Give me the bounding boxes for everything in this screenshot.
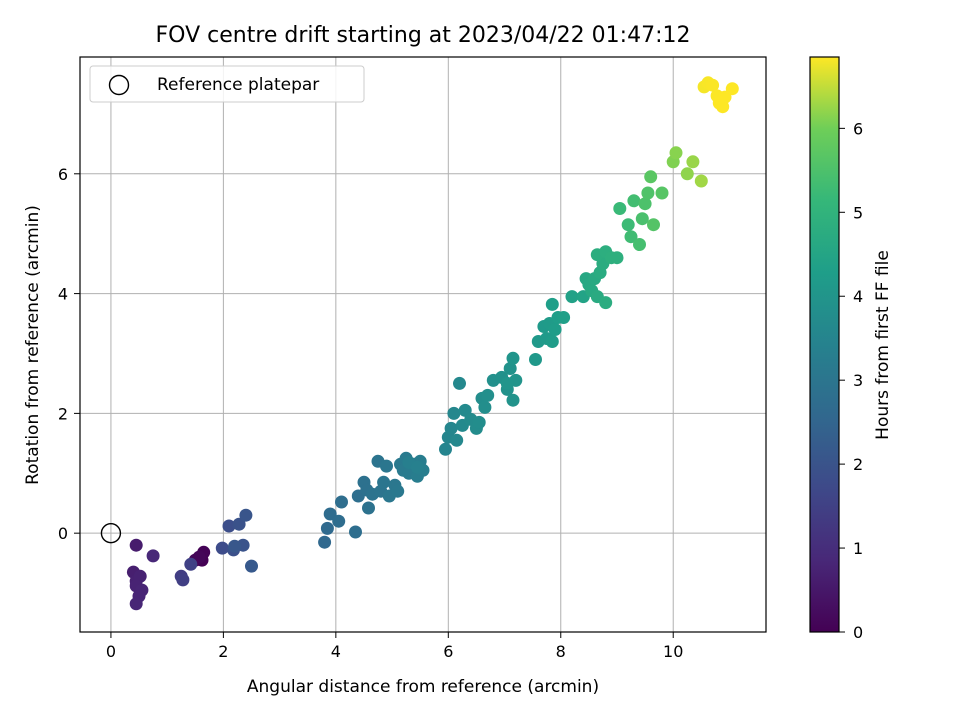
data-point xyxy=(447,406,461,420)
chart-title: FOV centre drift starting at 2023/04/22 … xyxy=(156,23,691,48)
x-tick-label: 6 xyxy=(443,642,453,661)
data-point xyxy=(655,186,669,200)
y-axis-ticks: 0 2 4 6 xyxy=(58,165,80,543)
x-tick-label: 4 xyxy=(331,642,341,661)
colorbar-tick-label: 3 xyxy=(853,371,863,390)
legend-marker-icon xyxy=(108,74,130,96)
colorbar-tick-label: 0 xyxy=(853,623,863,642)
data-point xyxy=(332,514,346,528)
colorbar-label: Hours from first FF file xyxy=(873,250,893,440)
data-point xyxy=(718,90,732,104)
colorbar-tick-label: 1 xyxy=(853,539,863,558)
data-point xyxy=(635,212,649,226)
colorbar: 0 1 2 3 4 5 6 Hours from first FF file xyxy=(809,56,893,642)
data-point xyxy=(545,335,559,348)
data-point xyxy=(565,290,579,304)
data-point xyxy=(627,194,641,208)
data-point xyxy=(503,362,517,375)
colorbar-tick-label: 6 xyxy=(853,119,863,138)
data-point xyxy=(380,459,393,473)
data-point xyxy=(146,549,160,563)
x-axis-label: Angular distance from reference (arcmin) xyxy=(247,677,599,697)
data-point xyxy=(439,442,452,456)
colorbar-ticks: 0 1 2 3 4 5 6 xyxy=(839,119,863,642)
data-point xyxy=(644,170,658,184)
data-point xyxy=(320,521,334,535)
x-tick-label: 8 xyxy=(556,642,566,661)
data-point xyxy=(129,538,143,552)
data-point xyxy=(478,400,492,414)
data-point xyxy=(529,353,542,366)
data-point xyxy=(680,167,694,181)
data-point xyxy=(444,421,458,435)
legend: Reference platepar xyxy=(89,65,365,103)
y-tick-label: 4 xyxy=(58,285,68,304)
data-point xyxy=(500,376,514,390)
colorbar-tick-label: 2 xyxy=(853,455,863,474)
colorbar-tick-label: 5 xyxy=(853,203,863,222)
data-point xyxy=(641,186,655,200)
data-point xyxy=(362,501,375,515)
y-tick-label: 6 xyxy=(58,165,68,184)
data-point xyxy=(638,197,652,211)
data-point xyxy=(669,146,683,160)
data-point xyxy=(323,507,337,521)
data-point xyxy=(335,495,348,509)
x-tick-label: 2 xyxy=(218,642,228,661)
data-point xyxy=(450,433,464,447)
data-point xyxy=(506,393,520,407)
data-point xyxy=(694,174,708,188)
data-point xyxy=(706,78,720,92)
data-point xyxy=(624,230,638,244)
y-axis-label: Rotation from reference (arcmin) xyxy=(23,205,43,485)
reference-marker xyxy=(100,522,122,544)
data-point xyxy=(232,517,246,531)
data-point xyxy=(545,297,559,311)
legend-entry-label: Reference platepar xyxy=(157,75,319,95)
data-point xyxy=(472,415,486,429)
data-point xyxy=(245,559,258,573)
data-point xyxy=(453,376,466,390)
data-point xyxy=(129,597,143,611)
colorbar-tick-label: 4 xyxy=(853,287,863,306)
data-point xyxy=(610,251,624,265)
data-point xyxy=(391,484,405,498)
data-point xyxy=(686,155,700,169)
data-point xyxy=(557,311,571,324)
data-point xyxy=(633,238,646,251)
grid xyxy=(80,57,766,632)
data-points xyxy=(126,76,739,611)
data-point xyxy=(410,460,424,474)
data-point xyxy=(222,519,236,533)
colorbar-frame xyxy=(809,56,840,633)
data-point xyxy=(184,557,198,571)
plot-frame xyxy=(79,56,767,633)
data-point xyxy=(228,539,242,553)
data-point xyxy=(647,218,660,232)
legend-box xyxy=(89,65,365,103)
data-point xyxy=(239,508,253,522)
colorbar-gradient xyxy=(810,57,839,632)
data-point xyxy=(318,535,332,549)
data-point xyxy=(548,323,562,336)
data-point xyxy=(481,388,495,402)
data-point xyxy=(349,525,362,539)
data-point xyxy=(215,541,229,555)
x-axis-ticks: 0 2 4 6 8 10 xyxy=(106,632,683,661)
data-point xyxy=(725,82,739,96)
x-tick-label: 0 xyxy=(106,642,116,661)
x-tick-label: 10 xyxy=(663,642,683,661)
data-point xyxy=(599,296,613,310)
data-point xyxy=(621,218,635,232)
data-point xyxy=(176,573,190,587)
y-tick-label: 2 xyxy=(58,404,68,423)
data-point xyxy=(506,351,520,365)
y-tick-label: 0 xyxy=(58,524,68,543)
data-point xyxy=(377,475,391,489)
data-point xyxy=(613,202,627,215)
